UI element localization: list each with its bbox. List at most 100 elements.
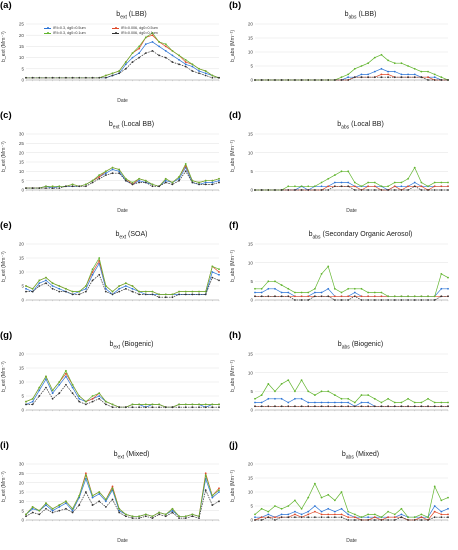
data-point	[440, 405, 443, 408]
data-point	[71, 507, 74, 510]
data-point	[360, 516, 363, 519]
data-point	[373, 76, 376, 79]
data-point	[138, 56, 141, 59]
data-point	[164, 406, 167, 409]
data-point	[433, 401, 436, 404]
data-point	[340, 507, 343, 510]
chart-panel: (d) babs (Local BB) b_abs (Mm⁻¹) 0 5 10 15 Date	[229, 110, 458, 220]
series-line	[25, 257, 220, 295]
data-point	[400, 181, 403, 184]
data-point	[287, 189, 290, 191]
data-point	[151, 406, 154, 409]
data-point	[313, 401, 316, 404]
data-point	[164, 179, 167, 182]
data-point	[387, 519, 390, 521]
data-point	[447, 513, 449, 516]
data-point	[65, 287, 67, 290]
data-point	[84, 183, 87, 186]
data-point	[387, 405, 390, 408]
data-point	[111, 168, 114, 171]
data-point	[164, 49, 167, 52]
data-point	[267, 189, 270, 191]
data-point	[433, 73, 436, 76]
data-point	[320, 401, 323, 404]
data-point	[393, 516, 396, 519]
data-point	[347, 73, 350, 76]
data-point	[260, 516, 263, 519]
data-point	[211, 494, 214, 497]
y-tick-label: 0	[250, 188, 253, 193]
data-point	[25, 187, 27, 190]
data-point	[84, 491, 87, 493]
data-point	[413, 185, 416, 188]
data-point	[347, 295, 350, 298]
data-point	[91, 273, 94, 276]
data-point	[440, 181, 443, 184]
data-point	[327, 507, 330, 510]
data-point	[211, 179, 214, 182]
data-point	[287, 405, 290, 408]
data-point	[274, 287, 276, 290]
data-point	[58, 506, 61, 508]
data-point	[45, 378, 47, 381]
data-point	[191, 179, 194, 182]
data-point	[25, 76, 27, 79]
y-tick-label: 0	[250, 408, 253, 413]
data-point	[347, 519, 350, 521]
data-point	[420, 185, 423, 188]
data-point	[353, 519, 356, 521]
data-point	[171, 509, 174, 512]
data-point	[294, 510, 296, 513]
panel-title: babs (Secondary Organic Aerosol)	[308, 231, 413, 241]
x-axis-label: Date	[346, 208, 357, 214]
data-point	[320, 496, 323, 499]
data-point	[313, 394, 316, 396]
data-point	[45, 375, 47, 378]
data-point	[124, 67, 127, 70]
data-point	[300, 513, 303, 516]
data-point	[440, 401, 443, 404]
data-point	[347, 401, 350, 404]
data-point	[260, 405, 263, 408]
data-point	[327, 516, 330, 519]
data-point	[340, 291, 343, 294]
data-point	[267, 513, 270, 516]
data-point	[218, 268, 220, 271]
data-point	[118, 170, 121, 173]
data-point	[360, 394, 363, 396]
data-point	[104, 500, 107, 503]
data-point	[373, 70, 376, 73]
y-tick-label: 10	[248, 150, 254, 155]
data-point	[138, 52, 141, 55]
data-point	[260, 507, 263, 510]
panel-title: bext (Biogenic)	[109, 341, 154, 351]
data-point	[380, 405, 383, 408]
data-point	[340, 513, 343, 516]
x-axis-label: Date	[117, 208, 128, 214]
data-point	[158, 403, 161, 406]
data-point	[65, 502, 67, 505]
data-point	[38, 513, 41, 516]
y-tick-label: 0	[21, 298, 24, 303]
x-axis-label: Date	[117, 98, 128, 104]
data-point	[300, 189, 303, 191]
data-point	[31, 187, 34, 190]
data-point	[367, 295, 370, 298]
y-tick-label: 15	[19, 256, 25, 261]
data-point	[427, 295, 429, 298]
y-tick-label: 30	[19, 132, 25, 137]
data-point	[111, 406, 114, 409]
chart-panel: (e) bext (SOA) b_ext (Mm⁻¹) 0 5 10 15 20	[0, 220, 229, 330]
data-point	[287, 295, 290, 298]
data-point	[313, 189, 316, 191]
data-point	[218, 179, 220, 182]
data-point	[158, 185, 161, 188]
data-point	[38, 279, 41, 282]
data-point	[218, 177, 220, 180]
data-point	[367, 519, 370, 521]
legend-entry: IRI=0.3, dg0=0.5um	[44, 26, 106, 31]
data-point	[380, 516, 383, 519]
data-point	[91, 504, 94, 506]
data-point	[184, 170, 187, 173]
data-point	[65, 76, 67, 79]
